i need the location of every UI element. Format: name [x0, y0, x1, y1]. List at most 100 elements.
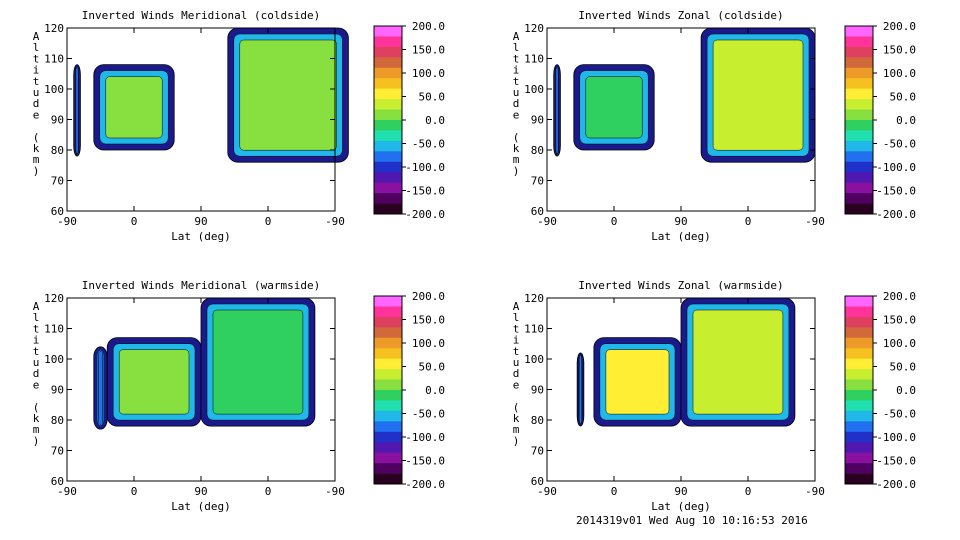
y-axis-label-char: A: [33, 30, 40, 43]
colorbar-swatch: [374, 410, 402, 422]
y-axis-label-char: e: [513, 108, 520, 121]
colorbar-swatch: [374, 369, 402, 380]
colorbar-swatch: [845, 431, 873, 443]
contour-region-core: [585, 76, 643, 139]
colorbar-swatch: [845, 369, 873, 380]
colorbar-label: -100.0: [876, 431, 916, 444]
x-tick-label: 0: [265, 485, 272, 498]
colorbar-swatch: [374, 57, 402, 69]
colorbar-swatch: [845, 172, 873, 183]
y-axis-label-char: d: [513, 97, 520, 110]
y-axis-label-char: k: [33, 142, 40, 155]
colorbar-swatch: [374, 452, 402, 464]
colorbar-swatch: [845, 473, 873, 485]
x-tick-label: -90: [325, 485, 345, 498]
colorbar-swatch: [374, 88, 402, 100]
colorbar-swatch: [374, 431, 402, 443]
y-axis-label-char: u: [33, 86, 40, 99]
colorbar-swatch: [845, 67, 873, 79]
x-axis-label: Lat (deg): [171, 230, 231, 243]
colorbar-swatch: [845, 410, 873, 422]
y-tick-label: 90: [531, 114, 544, 127]
y-axis-label-char: e: [33, 108, 40, 121]
y-tick-label: 80: [51, 414, 64, 427]
y-tick-label: 90: [51, 114, 64, 127]
colorbar-label: -50.0: [883, 408, 916, 421]
colorbar-swatch: [374, 161, 402, 173]
y-axis-label-char: l: [513, 311, 520, 324]
y-tick-label: 60: [531, 205, 544, 218]
y-axis-label-char: l: [33, 41, 40, 54]
colorbar-swatch: [845, 36, 873, 48]
contour-region-core: [75, 66, 79, 155]
x-tick-label: 0: [745, 485, 752, 498]
y-axis-label-char: t: [513, 75, 520, 88]
colorbar-swatch: [845, 151, 873, 163]
colorbar-swatch: [374, 182, 402, 194]
colorbar-label: -50.0: [412, 408, 445, 421]
colorbar-swatch: [374, 130, 402, 142]
y-axis-label-char: u: [513, 86, 520, 99]
panel-title: Inverted Winds Zonal (warmside): [578, 279, 783, 292]
y-tick-label: 110: [524, 323, 544, 336]
x-tick-label: 90: [194, 215, 207, 228]
colorbar-label: 50.0: [890, 361, 917, 374]
colorbar-label: -50.0: [883, 138, 916, 151]
y-axis-label-char: k: [513, 412, 520, 425]
y-tick-label: 60: [51, 205, 64, 218]
contour-region-core: [579, 354, 582, 425]
colorbar-swatch: [845, 99, 873, 110]
y-axis-label-char: (: [513, 401, 520, 414]
panel-title: Inverted Winds Zonal (coldside): [578, 9, 783, 22]
colorbar-label: 150.0: [412, 44, 445, 57]
colorbar-swatch: [845, 120, 873, 131]
colorbar-label: 100.0: [412, 67, 445, 80]
y-tick-label: 80: [51, 144, 64, 157]
x-tick-label: -90: [57, 485, 77, 498]
y-axis-label-char: t: [513, 52, 520, 65]
y-tick-label: 80: [531, 144, 544, 157]
colorbar-label: -150.0: [876, 455, 916, 468]
y-axis-label-char: A: [33, 300, 40, 313]
y-axis-label-char: k: [513, 142, 520, 155]
x-tick-label: -90: [805, 485, 825, 498]
colorbar-swatch: [845, 78, 873, 89]
y-tick-label: 70: [531, 175, 544, 188]
y-axis-label-char: u: [33, 356, 40, 369]
y-tick-label: 90: [531, 384, 544, 397]
colorbar-label: -100.0: [405, 431, 445, 444]
colorbar-swatch: [374, 400, 402, 412]
colorbar-label: -200.0: [876, 208, 916, 221]
y-tick-label: 70: [51, 175, 64, 188]
colorbar-label: -150.0: [405, 455, 445, 468]
x-tick-label: 0: [611, 485, 618, 498]
y-tick-label: 100: [524, 83, 544, 96]
colorbar-swatch: [845, 46, 873, 58]
y-tick-label: 60: [531, 475, 544, 488]
y-axis-label-char: e: [513, 378, 520, 391]
y-tick-label: 110: [44, 53, 64, 66]
y-axis-label-char: ): [513, 434, 520, 447]
colorbar-swatch: [845, 421, 873, 433]
y-axis-label-char: (: [33, 131, 40, 144]
colorbar-swatch: [374, 442, 402, 453]
colorbar-swatch: [845, 442, 873, 453]
colorbar-swatch: [374, 203, 402, 215]
y-axis-label-char: i: [513, 334, 520, 347]
colorbar-swatch: [845, 182, 873, 194]
y-axis-label-char: ): [33, 434, 40, 447]
colorbar-label: -150.0: [876, 185, 916, 198]
colorbar-label: 100.0: [883, 337, 916, 350]
colorbar-swatch: [845, 26, 873, 37]
y-axis-label-char: m: [513, 153, 520, 166]
colorbar-swatch: [845, 306, 873, 318]
colorbar-label: 200.0: [883, 290, 916, 303]
y-axis-label-char: t: [33, 322, 40, 335]
y-axis-label-char: m: [33, 153, 40, 166]
colorbar-swatch: [845, 327, 873, 339]
x-tick-label: 0: [745, 215, 752, 228]
colorbar-label: -200.0: [405, 478, 445, 491]
x-tick-label: 90: [674, 485, 687, 498]
colorbar-swatch: [374, 316, 402, 328]
colorbar-swatch: [374, 337, 402, 349]
